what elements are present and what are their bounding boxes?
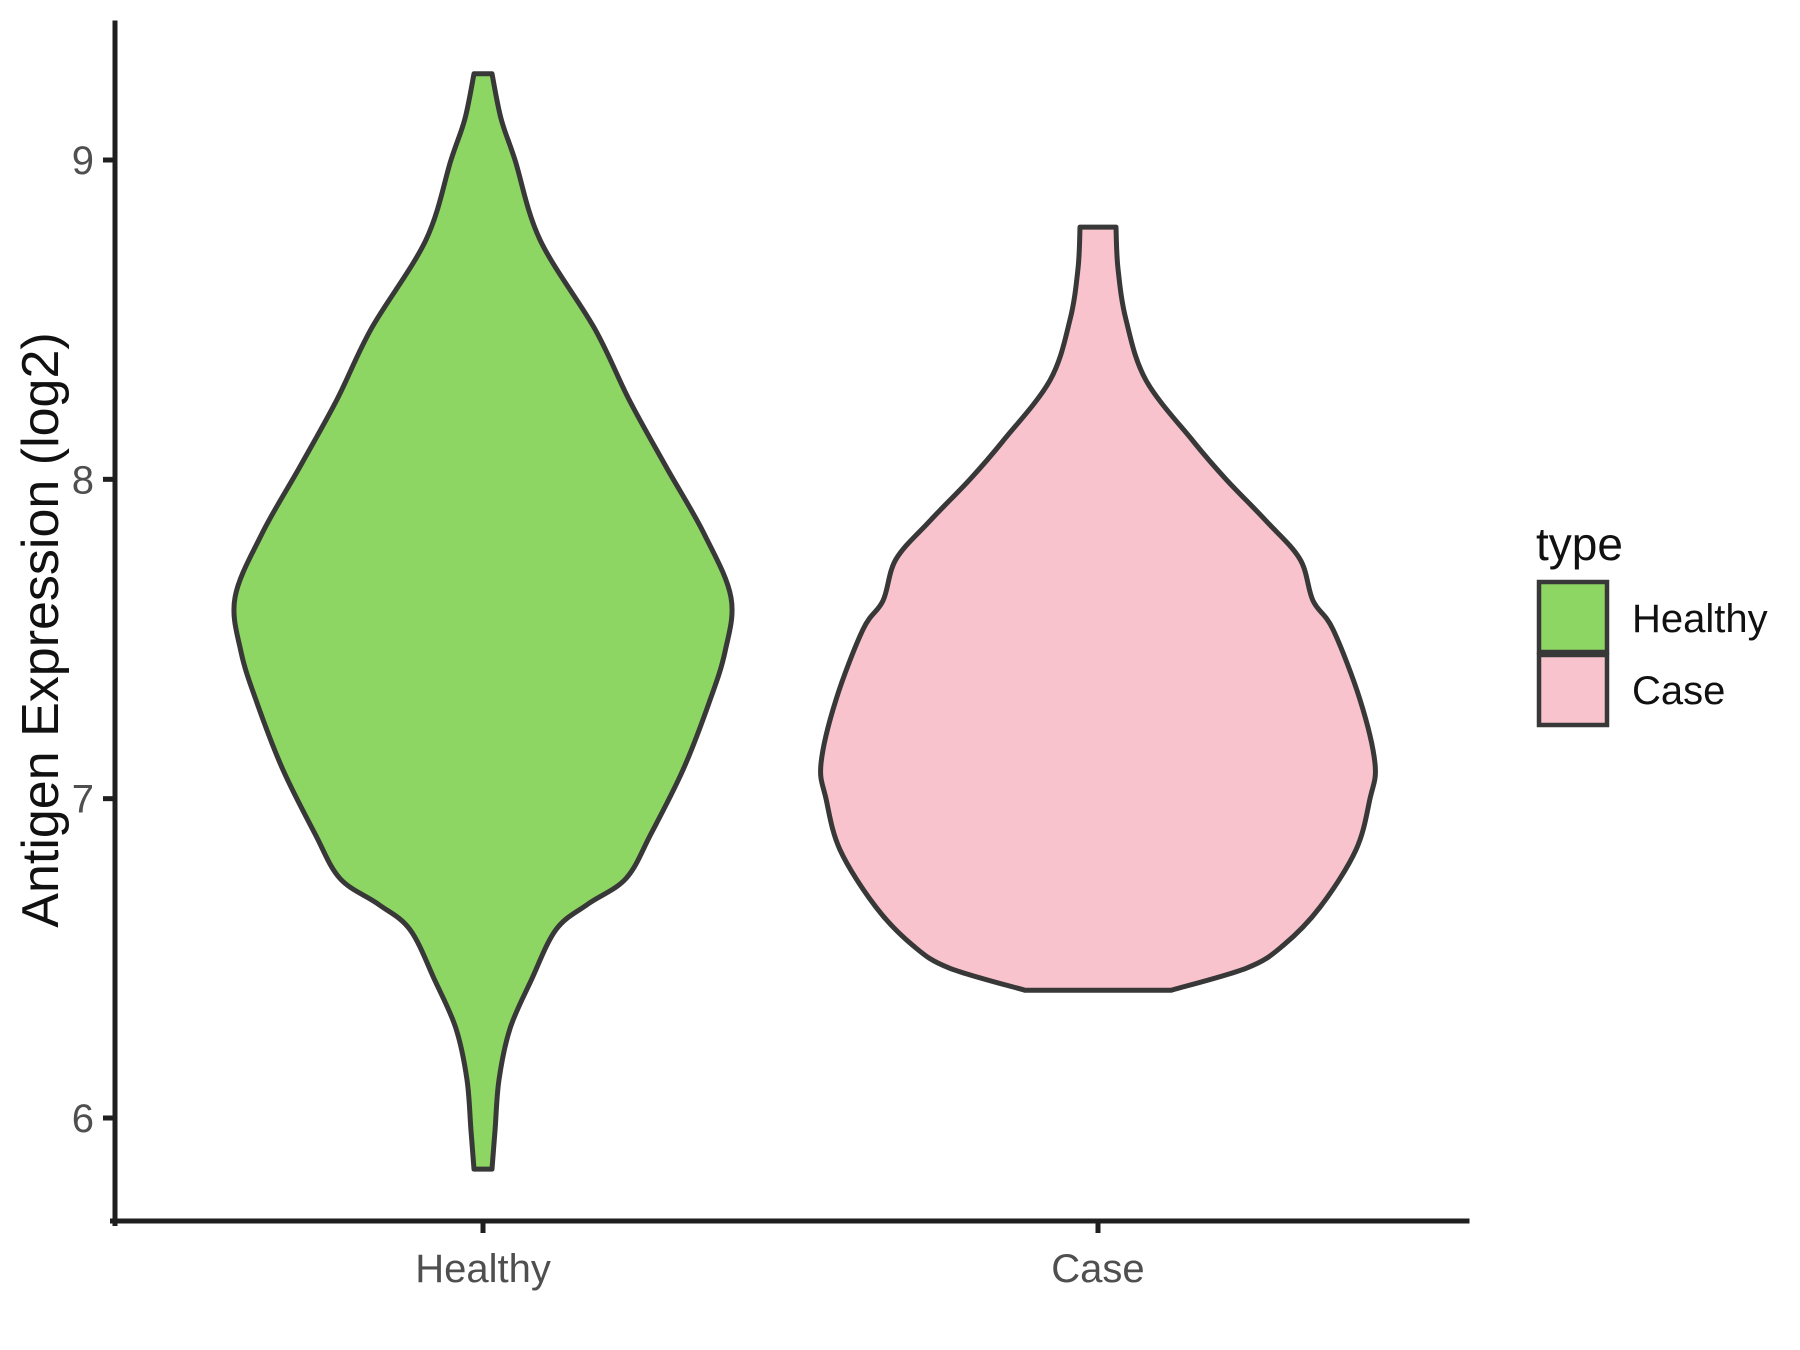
legend-label-healthy: Healthy (1632, 597, 1768, 641)
y-tick-label: 8 (72, 458, 94, 502)
legend-title: type (1536, 518, 1623, 570)
violin-case (818, 224, 1378, 993)
violin-healthy (231, 71, 735, 1172)
violins-layer (231, 71, 1378, 1172)
y-tick-label: 6 (72, 1097, 94, 1141)
legend-key-healthy-swatch (1536, 579, 1610, 655)
legend-label-case: Case (1632, 669, 1725, 713)
x-tick-label: Healthy (415, 1247, 551, 1291)
y-axis-title: Antigen Expression (log2) (12, 332, 70, 927)
y-tick-label: 7 (72, 778, 94, 822)
legend-key-case-swatch (1536, 652, 1610, 728)
legend: type Healthy Case (1536, 518, 1768, 728)
y-tick-label: 9 (72, 139, 94, 183)
x-tick-label: Case (1051, 1247, 1144, 1291)
axes-layer: 6 7 8 9 Healthy Case (72, 20, 1470, 1291)
